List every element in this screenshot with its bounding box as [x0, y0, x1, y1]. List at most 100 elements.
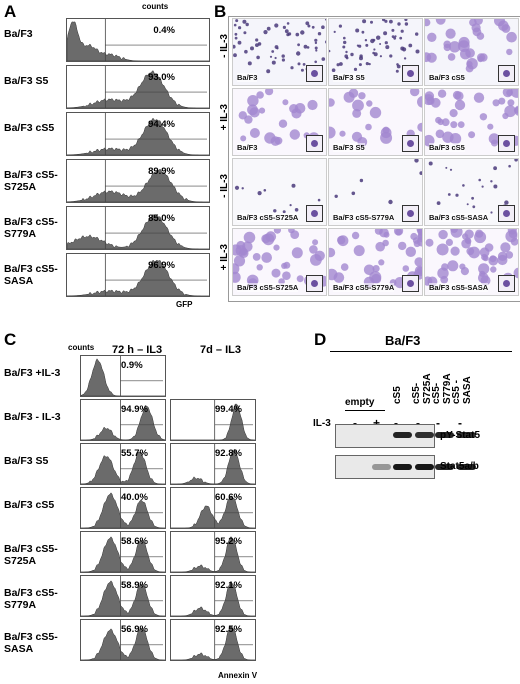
cell: [438, 229, 448, 240]
cell: [281, 262, 288, 269]
panel-c-histogram-72h: 58.6%: [80, 531, 166, 573]
cell: [314, 38, 318, 42]
cell: [273, 244, 280, 251]
panel-c-header-72h: 72 h – IL3: [112, 344, 163, 356]
cell: [281, 58, 285, 62]
cell: [395, 229, 402, 236]
cell-inset: [306, 65, 323, 82]
cell: [365, 62, 369, 66]
cell: [428, 161, 433, 166]
cell: [273, 229, 281, 234]
panel-c-row-label: Ba/F3 cS5- S725A: [4, 543, 58, 567]
cell: [343, 40, 347, 45]
cell: [343, 36, 346, 40]
cell: [233, 23, 237, 27]
panel-c-histogram-72h: 94.9%: [80, 399, 166, 441]
panel-a-histogram: 93.0%: [66, 65, 210, 109]
histogram-curve: [171, 536, 255, 572]
inset-cell: [407, 210, 414, 217]
cell: [472, 205, 476, 209]
cell: [415, 49, 420, 54]
cell: [508, 164, 511, 168]
cell: [476, 32, 485, 40]
panel-c-histogram-7d: 99.4%: [170, 399, 256, 441]
cell: [297, 43, 300, 47]
cell: [425, 91, 435, 101]
cell: [269, 55, 273, 58]
cell: [379, 229, 389, 238]
cell: [398, 241, 407, 251]
cell: [235, 245, 247, 256]
cell: [395, 69, 399, 73]
cell: [468, 246, 480, 259]
cell: [311, 25, 315, 29]
panel-c-histogram-7d: 60.6%: [170, 487, 256, 529]
cell: [333, 272, 345, 283]
panel-c-histogram-7d: 92.5%: [170, 619, 256, 661]
cell: [289, 129, 300, 140]
cytospin-caption: Ba/F3 cS5-S779A: [333, 283, 395, 292]
panel-a-row-label: Ba/F3 cS5- S725A: [4, 169, 58, 193]
histogram-curve: [171, 625, 255, 660]
cell: [379, 55, 382, 58]
cell: [514, 159, 518, 162]
cell: [457, 121, 465, 128]
cell: [300, 68, 304, 72]
cell: [282, 271, 291, 280]
cell: [240, 135, 247, 142]
cell: [336, 63, 340, 67]
protein-band: [457, 464, 476, 470]
cytospin-caption: Ba/F3: [237, 73, 258, 82]
cell: [441, 118, 450, 127]
cell-inset: [498, 135, 515, 152]
cell: [325, 40, 326, 44]
cytospin-image: Ba/F3: [232, 18, 327, 86]
cell: [274, 23, 279, 28]
il3-sign: -: [436, 416, 440, 430]
cytospin-caption: Ba/F3: [237, 143, 258, 152]
cell: [261, 252, 272, 263]
cell: [359, 56, 363, 61]
empty-lanes-rule: [345, 410, 385, 411]
cell: [379, 43, 382, 45]
histogram-curve: [67, 21, 209, 61]
cell: [466, 203, 469, 206]
cytospin-image: Ba/F3 S5: [328, 18, 423, 86]
cytospin-image: Ba/F3: [232, 88, 327, 156]
cell-inset: [306, 205, 323, 222]
panel-c-histogram-72h: 0.9%: [80, 355, 166, 397]
cell: [403, 57, 407, 60]
protein-band: [393, 464, 412, 470]
cell: [266, 69, 271, 74]
cell: [468, 131, 476, 139]
cytospin-image: Ba/F3 cS5-S779A: [328, 158, 423, 226]
cell: [237, 40, 242, 45]
cell: [478, 263, 490, 275]
histogram-curve: [67, 70, 209, 108]
cell: [247, 61, 252, 66]
cell: [436, 243, 449, 256]
cell: [501, 24, 511, 33]
cell: [338, 24, 342, 28]
cell: [445, 28, 456, 39]
cell: [505, 251, 514, 259]
panel-a-row-label: Ba/F3 cS5- SASA: [4, 263, 58, 287]
cell: [284, 29, 289, 34]
cell: [282, 99, 289, 106]
panel-c-percentage-72h: 58.6%: [121, 536, 148, 547]
cell: [414, 159, 419, 163]
cell-inset: [498, 65, 515, 82]
cell: [233, 44, 236, 49]
cell: [378, 259, 385, 266]
cell: [376, 35, 381, 40]
cell: [449, 168, 453, 171]
panel-a-x-axis-label: GFP: [176, 300, 193, 309]
panel-c-percentage-72h: 58.9%: [121, 580, 148, 591]
il3-label: IL-3: [313, 418, 331, 429]
cell: [454, 99, 466, 111]
cell: [473, 92, 485, 103]
cell: [457, 40, 470, 52]
cell: [355, 28, 360, 33]
cell: [291, 183, 296, 188]
panel-c-percentage-7d: 92.1%: [215, 580, 242, 591]
